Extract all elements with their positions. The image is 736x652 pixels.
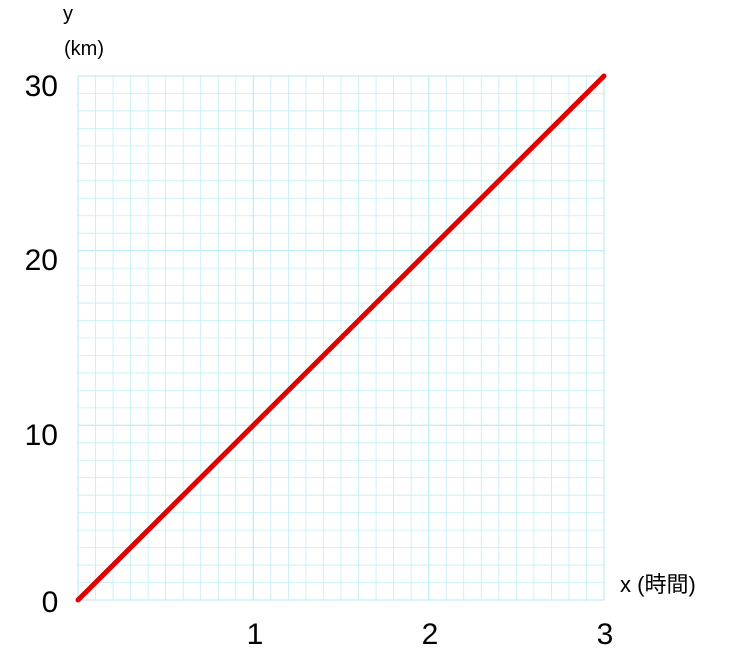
y-axis-unit-label: (km) [64,38,104,60]
chart-series [75,73,607,603]
y-tick-label-0: 0 [42,586,59,619]
chart-grid [77,75,605,601]
y-tick-label-30: 30 [25,70,58,103]
x-tick-label-2: 2 [422,618,439,651]
y-axis-variable-label: y [63,3,73,25]
series-line-0 [75,73,607,603]
y-tick-label-10: 10 [25,419,58,452]
x-tick-label-1: 1 [247,618,264,651]
x-tick-label-3: 3 [597,618,614,651]
x-axis-label: x (時間) [620,572,696,597]
y-tick-label-20: 20 [25,244,58,277]
